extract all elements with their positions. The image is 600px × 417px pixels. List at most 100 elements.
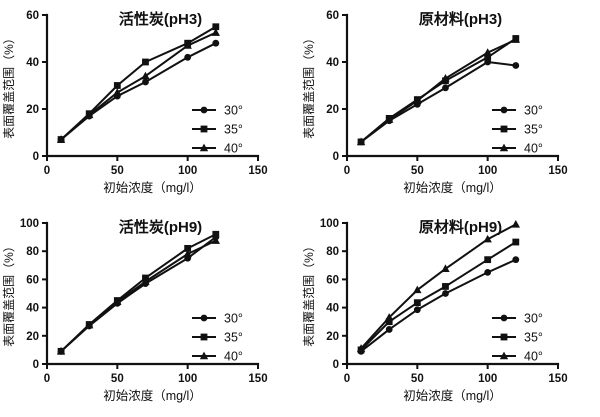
x-axis-label: 初始浓度（mg/l） <box>403 180 502 195</box>
y-tick-label: 60 <box>326 274 339 286</box>
series-30deg <box>57 39 220 143</box>
square-marker <box>413 299 421 307</box>
triangle-marker <box>85 320 94 329</box>
y-tick-label: 40 <box>26 303 39 315</box>
y-tick-label: 60 <box>26 10 39 22</box>
chart-svg-raw-material-ph9: 0 50 100 150 0 20 40 60 80 100 原材料(pH9) 初始浓度（mg/l） 表… <box>302 218 568 403</box>
series-line <box>360 223 517 350</box>
y-axis-label: 表面覆盖范围（%） <box>302 32 316 139</box>
legend-label: 35° <box>224 123 243 137</box>
x-tick-label: 50 <box>411 373 424 385</box>
triangle-marker <box>413 96 422 104</box>
series-line <box>60 31 217 141</box>
y-tick-label: 40 <box>326 303 339 315</box>
y-tick-label: 0 <box>333 359 339 371</box>
chart-title: 活性炭(pH9) <box>119 218 202 236</box>
x-axis-label: 初始浓度（mg/l） <box>103 388 202 403</box>
series-line <box>360 38 517 143</box>
legend-label: 30° <box>524 312 543 326</box>
y-tick-label: 0 <box>33 359 39 371</box>
x-tick-label: 100 <box>178 165 197 177</box>
triangle-marker <box>356 344 366 352</box>
y-tick-label: 0 <box>33 151 39 163</box>
circle-marker <box>500 314 508 322</box>
x-axis-label: 初始浓度（mg/l） <box>103 180 202 195</box>
x-axis-label: 初始浓度（mg/l） <box>403 388 502 403</box>
triangle-marker <box>85 110 94 119</box>
chart-svg-activated-carbon-ph9: 0 50 100 150 0 20 40 60 80 100 活性炭(pH9) 初始浓度（mg/l） 表… <box>2 218 268 403</box>
triangle-marker <box>141 71 150 80</box>
y-axis-ticks: 0 20 40 60 80 100 <box>320 218 347 371</box>
x-axis-ticks: 0 50 100 150 <box>344 364 568 385</box>
series-line <box>60 236 217 353</box>
series-line <box>60 42 217 141</box>
circle-marker <box>512 256 520 264</box>
y-tick-label: 60 <box>26 274 39 286</box>
x-tick-label: 0 <box>344 165 350 177</box>
triangle-marker <box>483 234 492 243</box>
triangle-marker <box>113 297 122 306</box>
circle-marker <box>142 78 149 86</box>
circle-marker <box>484 268 492 276</box>
circle-marker <box>442 84 449 92</box>
x-tick-label: 50 <box>411 165 424 177</box>
triangle-marker <box>511 35 520 43</box>
x-tick-label: 100 <box>478 165 497 177</box>
legend-label: 30° <box>224 312 243 326</box>
series-40deg <box>56 236 220 355</box>
triangle-marker <box>499 143 509 152</box>
square-marker <box>512 238 520 246</box>
triangle-marker <box>211 236 220 244</box>
legend: 30° 35° 40° <box>492 312 543 364</box>
square-marker <box>442 283 449 290</box>
square-marker <box>484 53 492 61</box>
series-line <box>360 37 517 143</box>
y-axis-label: 表面覆盖范围（%） <box>2 32 16 139</box>
series-line <box>360 241 517 351</box>
square-marker <box>113 82 121 89</box>
x-tick-label: 150 <box>548 165 567 177</box>
chart-title: 活性炭(pH3) <box>119 10 202 28</box>
circle-marker <box>385 326 393 333</box>
y-tick-label: 80 <box>326 246 339 258</box>
y-tick-label: 20 <box>26 331 39 343</box>
square-marker <box>142 58 149 66</box>
square-marker <box>200 333 208 341</box>
circle-marker <box>200 106 208 114</box>
series-40deg <box>56 28 220 143</box>
legend-label: 30° <box>524 104 543 118</box>
x-axis-ticks: 0 50 100 150 <box>344 156 568 177</box>
triangle-marker <box>385 313 394 321</box>
triangle-marker <box>113 88 122 96</box>
circle-marker <box>442 290 449 297</box>
y-axis-label: 表面覆盖范围（%） <box>302 240 316 347</box>
square-marker <box>212 230 220 238</box>
y-tick-label: 80 <box>26 246 39 258</box>
x-axis-ticks: 0 50 100 150 <box>44 364 268 385</box>
square-marker <box>500 125 508 133</box>
x-tick-label: 150 <box>548 373 567 385</box>
triangle-marker <box>413 285 422 294</box>
y-tick-label: 100 <box>20 218 39 230</box>
y-axis-label: 表面覆盖范围（%） <box>2 240 16 347</box>
triangle-marker <box>483 48 492 56</box>
y-tick-label: 20 <box>326 331 339 343</box>
square-marker <box>385 318 393 326</box>
chart-activated-carbon-ph3: 0 50 100 150 0 20 40 60 活性炭(pH3) 初始浓度（mg/l） 表面覆盖范围… <box>0 0 300 208</box>
legend: 30° 35° 40° <box>492 104 543 156</box>
x-tick-label: 100 <box>478 373 497 385</box>
x-axis-ticks: 0 50 100 150 <box>44 156 268 177</box>
series-40deg <box>356 220 520 352</box>
y-tick-label: 20 <box>326 104 339 116</box>
x-tick-label: 50 <box>111 373 124 385</box>
triangle-marker <box>441 264 450 273</box>
series-30deg <box>357 58 520 146</box>
chart-raw-material-ph9: 0 50 100 150 0 20 40 60 80 100 原材料(pH9) 初始浓度（mg/l） 表… <box>300 208 600 416</box>
x-tick-label: 100 <box>178 373 197 385</box>
series-30deg <box>357 256 520 355</box>
series-40deg <box>356 35 520 146</box>
square-marker <box>484 256 492 264</box>
y-tick-label: 100 <box>320 218 339 230</box>
chart-svg-activated-carbon-ph3: 0 50 100 150 0 20 40 60 活性炭(pH3) 初始浓度（mg/l） 表面覆盖范围… <box>2 10 268 195</box>
